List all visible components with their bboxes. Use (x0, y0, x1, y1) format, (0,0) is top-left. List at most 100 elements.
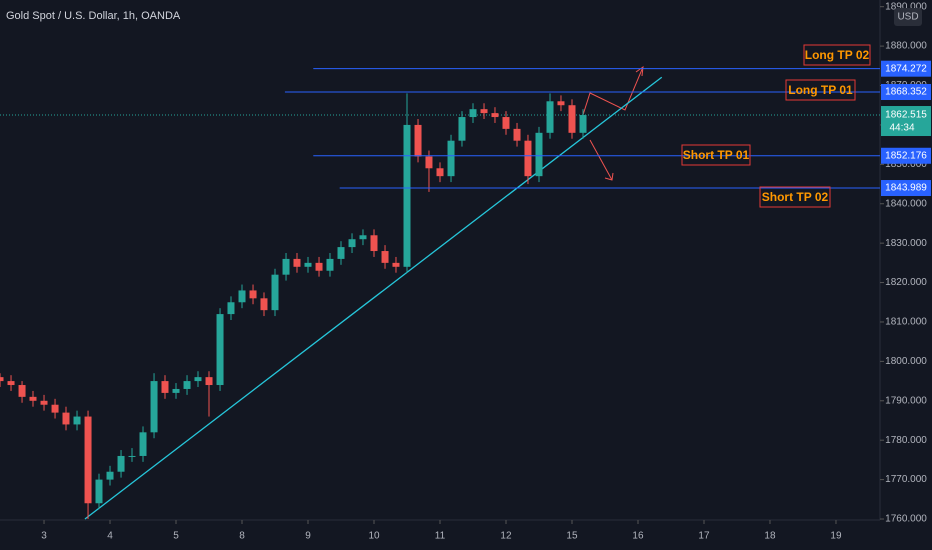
candle-body (249, 290, 257, 299)
y-tick-label: 1760.000 (885, 514, 927, 525)
candle-body (205, 377, 213, 386)
y-tick-label: 1880.000 (885, 41, 927, 52)
candle-body (469, 109, 477, 118)
annotation-box (803, 44, 871, 66)
y-tick-label: 1800.000 (885, 356, 927, 367)
currency-label: USD (897, 12, 918, 23)
current-price-label: 1862.515 (885, 110, 927, 121)
candle-body (139, 432, 147, 456)
candle-body (458, 117, 466, 141)
candle-body (436, 168, 444, 177)
candle-body (150, 381, 158, 433)
candle-body (117, 455, 125, 472)
long-arrow (581, 66, 644, 119)
candle-body (51, 404, 59, 413)
candle-body (84, 416, 92, 504)
x-tick-label: 4 (107, 531, 113, 542)
candle-body (579, 115, 587, 133)
countdown: 44:34 (889, 123, 914, 134)
candle-body (73, 416, 81, 425)
candle-body (348, 239, 356, 248)
y-tick-label: 1840.000 (885, 198, 927, 209)
short-arrowhead (604, 172, 614, 181)
candle-body (161, 381, 169, 393)
x-tick-label: 9 (305, 531, 311, 542)
x-tick-label: 15 (566, 531, 578, 542)
x-tick-label: 12 (500, 531, 512, 542)
candle-body (370, 235, 378, 252)
candle-body (29, 396, 37, 401)
annotation-text: Short TP 02 (762, 190, 829, 204)
candle-body (381, 251, 389, 263)
candle-body (359, 235, 367, 240)
candle-body (535, 132, 543, 177)
current-price-badge (881, 106, 931, 137)
chart-title: Gold Spot / U.S. Dollar, 1h, OANDA (6, 10, 181, 22)
candle-body (513, 128, 521, 141)
candle-body (128, 455, 136, 457)
candle-body (315, 262, 323, 271)
x-tick-label: 3 (41, 531, 47, 542)
candle-body (447, 140, 455, 177)
annotation-text: Long TP 01 (788, 83, 853, 97)
candle-body (326, 258, 334, 271)
candle-body (502, 117, 510, 129)
annotation-box (681, 144, 751, 166)
candle-body (480, 109, 488, 114)
annotation-text: Long TP 02 (805, 48, 870, 62)
annotation-box (785, 79, 856, 101)
candle-body (238, 290, 246, 303)
candle-body (293, 258, 301, 267)
candle-body (425, 156, 433, 169)
candle-body (392, 262, 400, 267)
short-arrow (589, 139, 613, 181)
y-tick-label: 1780.000 (885, 435, 927, 446)
x-tick-label: 8 (239, 531, 245, 542)
candle-body (524, 140, 532, 177)
level-label: 1852.176 (885, 150, 927, 161)
candle-body (557, 101, 565, 106)
candle-body (403, 124, 411, 267)
candle-body (194, 377, 202, 382)
candle-body (216, 314, 224, 386)
candle-body (18, 385, 26, 397)
candle-body (106, 471, 114, 480)
level-label: 1868.352 (885, 87, 927, 98)
candle-body (260, 298, 268, 311)
candle-body (271, 274, 279, 311)
candle-body (491, 113, 499, 118)
candle-body (227, 302, 235, 315)
long-arrowhead (635, 65, 644, 77)
level-badge (881, 180, 931, 197)
candle-body (337, 247, 345, 259)
x-tick-label: 18 (764, 531, 776, 542)
x-tick-label: 16 (632, 531, 644, 542)
x-tick-label: 17 (698, 531, 710, 542)
candle-body (172, 388, 180, 393)
x-tick-label: 10 (368, 531, 380, 542)
candle-body (62, 412, 70, 425)
candle-body (282, 258, 290, 275)
annotation-text: Short TP 01 (683, 148, 750, 162)
level-label: 1874.272 (885, 63, 927, 74)
y-tick-label: 1830.000 (885, 238, 927, 249)
candle-body (7, 381, 15, 386)
y-tick-label: 1850.000 (885, 159, 927, 170)
candle-body (414, 124, 422, 157)
y-tick-label: 1790.000 (885, 395, 927, 406)
candle-body (304, 262, 312, 267)
trendline (84, 76, 663, 520)
currency-badge (894, 8, 922, 26)
candle-body (568, 105, 576, 133)
x-tick-label: 11 (435, 531, 446, 542)
y-tick-label: 1820.000 (885, 277, 927, 288)
candle-body (40, 400, 48, 405)
candle-body (546, 101, 554, 133)
candle-body (0, 377, 4, 382)
x-tick-label: 5 (173, 531, 179, 542)
y-tick-label: 1890.000 (885, 1, 927, 12)
level-badge (881, 60, 931, 77)
candle-body (183, 381, 191, 389)
annotation-box (759, 186, 831, 208)
